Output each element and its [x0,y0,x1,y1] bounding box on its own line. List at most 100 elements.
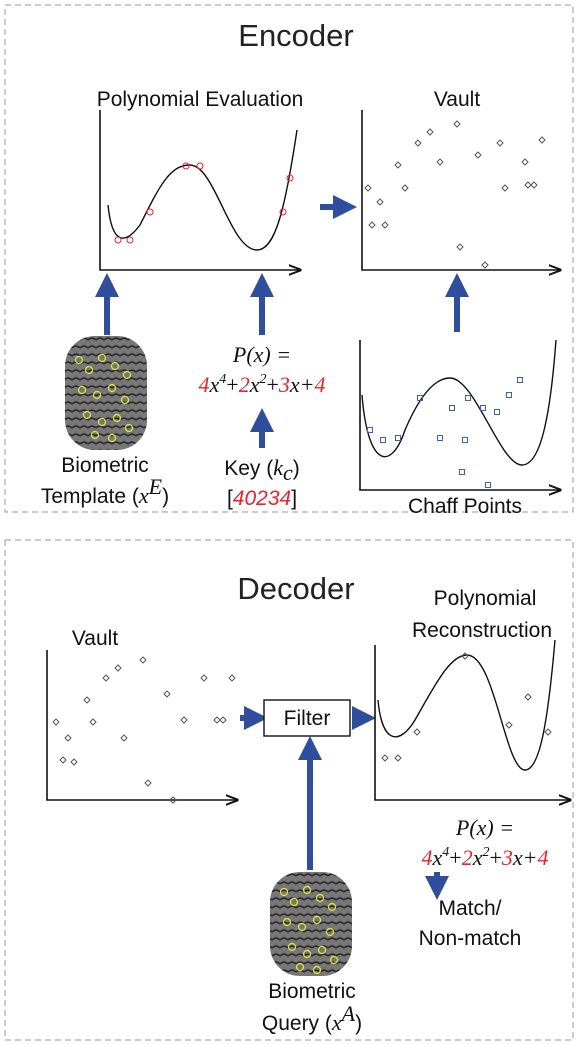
text: 40234 [233,487,291,510]
vault-point [102,674,110,682]
poly-term: 3 [501,845,513,870]
poly-term: 4 [315,372,326,397]
chaff-point [465,395,471,401]
vault-point [200,674,208,682]
vault-point [496,139,504,147]
chaff-point [517,377,523,383]
minutia [302,885,312,895]
vault-point [521,158,529,166]
vault-point [436,158,444,166]
decoder-title: Decoder [237,571,354,606]
text: ) [293,457,300,480]
chaff-point [395,435,401,441]
vault-point [524,693,532,701]
minutia [90,430,100,440]
vault-point [83,696,91,704]
text: x [331,1010,342,1035]
poly-term: x [432,845,443,870]
minutia [279,887,289,897]
chaff-point [462,437,468,443]
vault-point [180,716,188,724]
poly-term: 4 [219,372,226,387]
polynomial-lhs: P(x) = [232,342,291,367]
text: ) [355,1012,362,1035]
poly-term: x [249,372,260,397]
query-label: Query (xA) [262,1001,362,1035]
chaff-point [485,482,491,488]
vault-point [228,674,236,682]
minutia [289,897,299,907]
poly-term: x+ [512,845,538,870]
text: ] [291,487,297,510]
vault-point [144,779,152,787]
minutia [82,410,92,420]
vault-point [505,721,513,729]
minutia [77,385,87,395]
text: c [283,460,293,485]
vault-point [70,758,78,766]
chaff-title: Chaff Points [408,495,522,518]
vault-point [163,690,171,698]
fingerprint [65,336,147,450]
poly-term: 4 [442,845,449,860]
minutia [112,413,122,423]
vault-point [413,728,421,736]
vault-point [64,734,72,742]
polynomial-lhs: P(x) = [455,815,514,840]
eval-plot [99,110,300,270]
result-label: Match/ [438,897,501,920]
template-label: Template (xE) [41,474,169,508]
minutia [107,383,117,393]
minutia [329,955,339,965]
minutia [302,949,312,959]
minutia [124,423,134,433]
poly-term: x+ [289,372,315,397]
vault-point [414,139,422,147]
key-label: Key (kc) [224,455,300,485]
vault-point [474,151,482,159]
poly-term: 3 [278,372,290,397]
poly-term: + [449,845,461,870]
vault-point [501,184,509,192]
vault-title: Vault [434,88,480,111]
poly-term: 2 [462,845,473,870]
poly-term: + [266,372,278,397]
poly-term: 4 [538,845,549,870]
minutia [92,390,102,400]
poly-term: 2 [482,845,489,860]
vault-point [381,221,389,229]
poly-term: x [209,372,220,397]
text: Key ( [224,457,273,480]
vault-point [169,796,177,804]
poly-term: 2 [239,372,250,397]
text: Template ( [41,485,139,508]
minutia [317,945,327,955]
template-label: Biometric [61,454,149,477]
vault-point [394,161,402,169]
text: Query ( [262,1012,332,1035]
vault-point [114,664,122,672]
vault-point [524,181,532,189]
minutia [107,433,117,443]
query-label: Biometric [268,980,356,1003]
recon-title: Polynomial [434,587,537,610]
chaff-point [417,395,423,401]
filter-label: Filter [284,707,331,730]
vault-point [453,120,461,128]
chaff-point [459,469,465,475]
text: k [273,455,284,480]
polynomial: 4x4+2x2+3x+4 [422,845,549,870]
vault-title: Vault [72,627,118,650]
minutia [287,942,297,952]
vault-point [401,184,409,192]
vault-point [381,754,389,762]
encoder-box [4,4,574,513]
chaff-point [380,437,386,443]
vault-plot [46,650,237,804]
vault-point [481,261,489,269]
vault-point [364,184,372,192]
text: ) [162,485,169,508]
polynomial: 4x4+2x2+3x+4 [199,372,326,397]
poly-term: 4 [199,372,210,397]
